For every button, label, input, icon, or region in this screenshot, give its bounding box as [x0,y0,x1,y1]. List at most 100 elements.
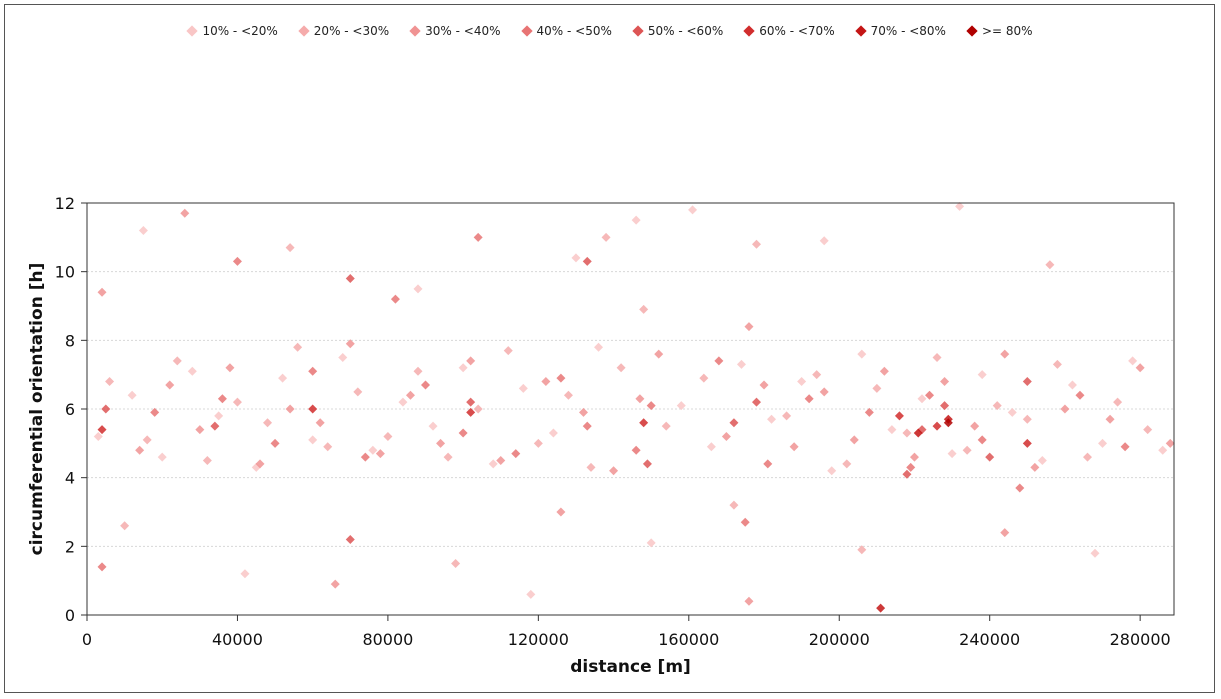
data-point [135,445,145,455]
data-point [631,445,641,455]
data-point [315,418,325,428]
data-point [729,418,739,428]
data-point [586,462,596,472]
data-point [1007,407,1017,417]
data-point [744,322,754,332]
data-point [195,425,205,435]
x-tick-label: 240000 [959,630,1020,649]
y-tick-label: 8 [65,331,75,350]
data-point [1158,445,1168,455]
y-tick-label: 6 [65,400,75,419]
legend-item: 40% - <50% [520,24,612,38]
data-point [992,401,1002,411]
data-point [330,579,340,589]
y-tick-label: 12 [55,194,75,213]
data-point [688,205,698,215]
data-point [1143,425,1153,435]
x-tick-label: 200000 [809,630,870,649]
data-point [947,449,957,459]
data-point [872,383,882,393]
y-axis-ticks: 0 2 4 6 8 10 12 [55,194,87,625]
data-point [225,363,235,373]
data-point [932,353,942,362]
data-point [767,414,777,424]
data-point [827,466,837,476]
data-point [383,431,393,441]
data-point [917,394,927,404]
data-point [458,428,468,438]
data-point [466,407,476,417]
data-point [97,425,107,435]
data-point [906,462,916,472]
y-tick-label: 10 [55,263,75,282]
data-point [443,452,453,462]
legend-item: 50% - <60% [632,24,724,38]
data-point [240,569,250,579]
x-tick-label: 160000 [658,630,719,649]
data-point [293,342,303,352]
data-point [940,401,950,411]
data-point [278,373,288,383]
data-point [804,394,814,404]
legend-label: 10% - <20% [202,24,278,38]
data-point [142,435,152,445]
data-point [421,380,431,390]
data-point [1022,438,1032,448]
data-point [496,456,506,465]
data-point [913,428,923,438]
data-point [970,421,980,431]
data-point [353,387,363,397]
legend-label: 40% - <50% [536,24,612,38]
data-point [405,390,415,400]
data-point [436,438,446,448]
data-point [473,404,483,414]
data-point [232,397,242,407]
data-point [1098,438,1108,448]
data-point [285,404,295,414]
legend-label: 50% - <60% [647,24,724,38]
data-point [1045,260,1055,270]
data-point [1105,414,1115,424]
legend-item: 10% - <20% [186,24,278,38]
data-point [909,452,919,462]
data-point [93,431,103,441]
data-point [902,469,912,479]
data-point [849,435,859,445]
data-point [398,397,408,407]
x-tick-label: 0 [82,630,92,649]
data-point [797,377,807,387]
data-point [706,442,716,452]
data-point [955,201,965,211]
data-point [263,418,273,428]
data-point [214,411,224,421]
chart-frame [4,4,1215,693]
data-point [752,239,762,249]
data-point [1082,452,1092,462]
legend-item: 30% - <40% [409,24,501,38]
data-point [120,521,130,531]
data-point [345,339,355,349]
data-point [676,401,686,411]
data-point [556,373,566,383]
data-point [556,507,566,517]
data-point [1060,404,1070,414]
data-point [138,225,148,235]
data-point [390,294,400,304]
data-point [217,394,227,404]
data-point [894,411,904,421]
plot-area-border [86,202,1175,616]
data-point [466,356,476,366]
legend-item: >= 80% [966,24,1033,38]
data-point [511,449,521,459]
data-point [925,390,935,400]
data-point [714,356,724,366]
x-axis-ticks: 0 40000 80000 120000 160000 200000 240000 28000… [82,615,1171,649]
legend-item: 70% - <80% [854,24,946,38]
data-point [338,353,348,362]
data-point [202,456,212,465]
chart-legend: 10% - <20% 20% - <30% 30% - <40% 40% - <50%… [0,24,1221,38]
data-point [488,459,498,469]
legend-label: >= 80% [981,24,1033,38]
data-point [308,404,318,414]
